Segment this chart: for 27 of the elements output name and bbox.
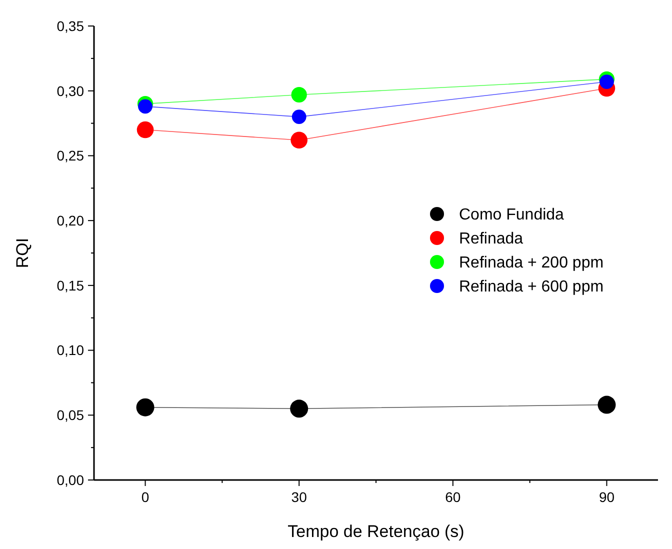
x-tick-label: 90	[598, 489, 615, 505]
y-tick-label: 0,20	[56, 212, 84, 228]
x-tick-label: 60	[445, 489, 461, 505]
x-axis-title: Tempo de Retençao (s)	[288, 522, 464, 541]
y-tick-label: 0,25	[56, 148, 84, 164]
point	[600, 74, 614, 89]
point	[136, 398, 154, 416]
y-tick-label: 0,35	[56, 18, 84, 34]
point	[290, 132, 308, 149]
legend-label: Refinada + 200 ppm	[459, 254, 604, 272]
point	[292, 110, 306, 124]
legend-label: Refinada + 600 ppm	[459, 278, 604, 296]
point	[291, 86, 307, 103]
y-tick-label: 0,15	[56, 277, 84, 294]
point	[136, 121, 154, 138]
point	[290, 400, 308, 418]
legend-label: Como Fundida	[459, 206, 564, 224]
point	[138, 99, 152, 114]
y-axis-title: RQI	[13, 238, 32, 268]
y-tick-label: 0,30	[56, 82, 84, 99]
point	[598, 396, 616, 414]
legend-label: Refinada	[459, 230, 524, 248]
y-tick-label: 0,00	[56, 472, 84, 488]
y-tick-label: 0,10	[56, 342, 84, 358]
x-tick-label: 30	[291, 489, 308, 505]
x-tick-label: 0	[141, 489, 150, 505]
y-tick-label: 0,05	[56, 407, 84, 424]
